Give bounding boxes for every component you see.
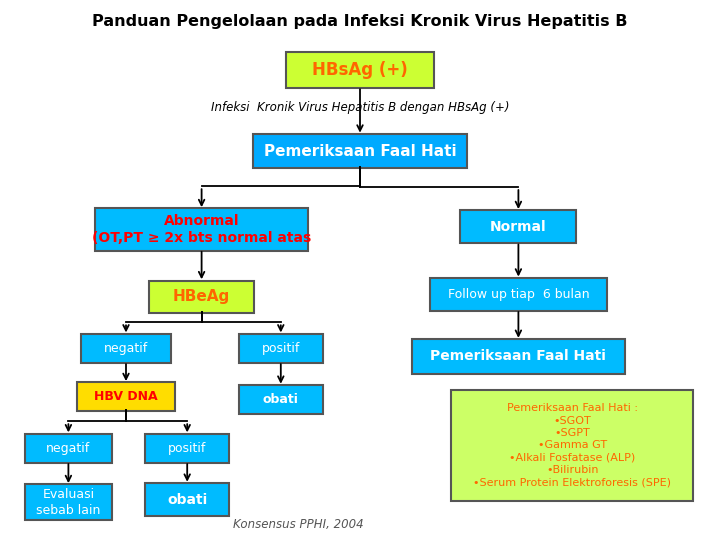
FancyBboxPatch shape [239, 334, 323, 363]
Text: Abnormal
(OT,PT ≥ 2x bts normal atas: Abnormal (OT,PT ≥ 2x bts normal atas [92, 214, 311, 245]
FancyBboxPatch shape [81, 334, 171, 363]
Text: negatif: negatif [46, 442, 91, 455]
FancyBboxPatch shape [461, 210, 577, 243]
Text: obati: obati [167, 492, 207, 507]
FancyBboxPatch shape [430, 278, 607, 311]
Text: negatif: negatif [104, 342, 148, 355]
Text: positif: positif [168, 442, 207, 455]
Text: Pemeriksaan Faal Hati: Pemeriksaan Faal Hati [264, 144, 456, 159]
FancyBboxPatch shape [286, 52, 434, 88]
FancyBboxPatch shape [24, 434, 112, 463]
Text: obati: obati [263, 393, 299, 406]
Text: Konsensus PPHI, 2004: Konsensus PPHI, 2004 [233, 518, 364, 531]
Text: Evaluasi
sebab lain: Evaluasi sebab lain [36, 488, 101, 517]
Text: HBV DNA: HBV DNA [94, 390, 158, 403]
FancyBboxPatch shape [239, 385, 323, 414]
Text: Pemeriksaan Faal Hati: Pemeriksaan Faal Hati [431, 349, 606, 363]
Text: positif: positif [261, 342, 300, 355]
FancyBboxPatch shape [145, 483, 229, 516]
Text: HBsAg (+): HBsAg (+) [312, 61, 408, 79]
FancyBboxPatch shape [451, 390, 693, 501]
Text: Follow up tiap  6 bulan: Follow up tiap 6 bulan [448, 288, 589, 301]
Text: Pemeriksaan Faal Hati :
•SGOT
•SGPT
•Gamma GT
•Alkali Fosfatase (ALP)
•Bilirubin: Pemeriksaan Faal Hati : •SGOT •SGPT •Gam… [474, 403, 671, 488]
Text: Infeksi  Kronik Virus Hepatitis B dengan HBsAg (+): Infeksi Kronik Virus Hepatitis B dengan … [211, 102, 509, 114]
FancyBboxPatch shape [149, 281, 254, 313]
Text: HBeAg: HBeAg [173, 289, 230, 305]
FancyBboxPatch shape [412, 339, 625, 374]
Text: Normal: Normal [490, 220, 546, 234]
FancyBboxPatch shape [77, 382, 175, 411]
FancyBboxPatch shape [95, 208, 308, 251]
FancyBboxPatch shape [253, 134, 467, 168]
Text: Panduan Pengelolaan pada Infeksi Kronik Virus Hepatitis B: Panduan Pengelolaan pada Infeksi Kronik … [92, 14, 628, 29]
FancyBboxPatch shape [145, 434, 229, 463]
FancyBboxPatch shape [24, 484, 112, 520]
